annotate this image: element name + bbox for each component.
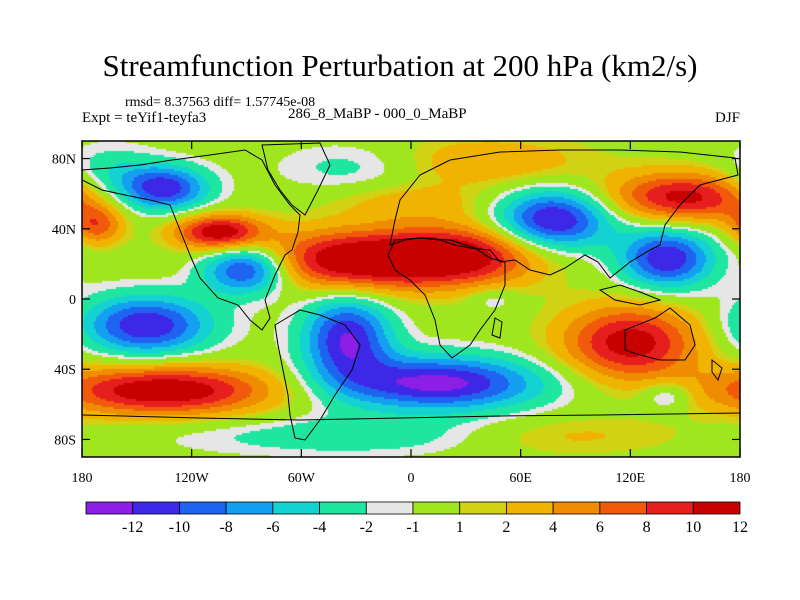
colorbar-label: -2 [360, 519, 373, 536]
colorbar-swatch [459, 501, 507, 515]
colorbar-swatch [552, 501, 601, 515]
coastline-australia [624, 307, 696, 361]
colorbar-label: 2 [502, 519, 510, 536]
colorbar-swatch [319, 501, 367, 515]
x-tick-label: 180 [72, 471, 93, 486]
coastline-greenland [261, 142, 331, 216]
colorbar-swatch [85, 501, 134, 515]
colorbar-label: -6 [266, 519, 279, 536]
field-raster [82, 141, 740, 457]
y-tick-label: 80N [52, 153, 76, 168]
colorbar-label: 4 [549, 519, 557, 536]
colorbar-swatch [132, 501, 180, 515]
coastline-maritime-asia [598, 284, 662, 306]
colorbar-label: -1 [406, 519, 419, 536]
colorbar-label: -10 [169, 519, 190, 536]
coastline-north-america [81, 149, 301, 331]
x-tick-label: 0 [408, 471, 415, 486]
experiment-label: Expt = teYif1-teyfa3 [82, 110, 207, 126]
colorbar-swatch [272, 501, 320, 515]
colorbar-label: 6 [596, 519, 604, 536]
colorbar-swatch [646, 501, 694, 515]
coastlines [81, 142, 741, 441]
colorbar-swatch [692, 501, 741, 515]
colorbar-swatch [365, 501, 414, 515]
colorbar-label: 10 [685, 519, 701, 536]
rmsd-label: rmsd= 8.37563 diff= 1.57745e-08 [125, 95, 316, 110]
coastline-new-zealand [711, 358, 723, 382]
x-tick-label: 120W [175, 471, 210, 486]
axes: 180 120W 60W 0 60E 120E 180 80N 40N 0 40S 80S [52, 141, 751, 486]
colorbar-swatch [412, 501, 461, 515]
colorbar-label: -8 [219, 519, 232, 536]
x-tick-label: 120E [616, 471, 646, 486]
colorbar-label: 12 [732, 519, 748, 536]
x-tick-label: 60E [509, 471, 532, 486]
coastline-africa [387, 237, 506, 359]
y-tick-label: 40N [52, 223, 76, 238]
center-label: 286_8_MaBP - 000_0_MaBP [288, 106, 467, 122]
colorbar-label: -12 [122, 519, 143, 536]
x-tick-label: 180 [730, 471, 751, 486]
coastline-madagascar [491, 317, 503, 339]
colorbar-swatch [506, 501, 554, 515]
y-tick-label: 0 [69, 293, 76, 308]
colorbar: -12 -10 -8 -6 -4 -2 -1 1 2 4 6 8 10 12 [85, 501, 748, 536]
colorbar-swatch [599, 501, 647, 515]
y-tick-label: 40S [54, 363, 76, 378]
colorbar-label: 1 [456, 519, 464, 536]
colorbar-swatch [179, 501, 227, 515]
chart-title: Streamfunction Perturbation at 200 hPa (… [102, 48, 698, 83]
x-tick-label: 60W [288, 471, 316, 486]
coastline-antarctica [81, 412, 741, 421]
field-plot [82, 141, 740, 457]
y-tick-label: 80S [54, 433, 76, 448]
colorbar-label: -4 [313, 519, 326, 536]
colorbar-label: 8 [643, 519, 651, 536]
coastline-eurasia [389, 149, 739, 279]
season-label: DJF [714, 110, 740, 126]
colorbar-swatch [225, 501, 274, 515]
